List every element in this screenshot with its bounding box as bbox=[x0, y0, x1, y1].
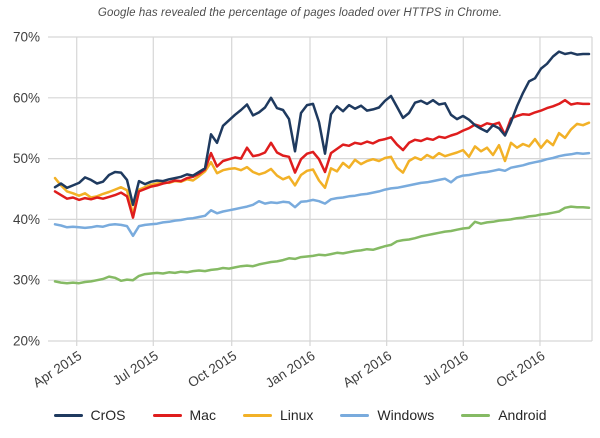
x-tick-label-1: Jul 2015 bbox=[110, 348, 161, 388]
legend-item-android: Android bbox=[461, 407, 546, 423]
legend-item-windows: Windows bbox=[340, 407, 434, 423]
legend-item-cros: CrOS bbox=[53, 407, 126, 423]
y-tick-label-70: 70% bbox=[13, 30, 40, 45]
legend-swatch-windows bbox=[340, 413, 370, 417]
y-tick-label-20: 20% bbox=[13, 334, 40, 349]
y-tick-label-40: 40% bbox=[13, 212, 40, 227]
x-tick-label-4: Apr 2016 bbox=[340, 348, 394, 390]
series-line-windows bbox=[53, 151, 591, 238]
legend-swatch-android bbox=[461, 413, 491, 417]
x-tick-label-5: Jul 2016 bbox=[420, 348, 471, 388]
series-line-mac bbox=[53, 98, 591, 219]
x-tick-label-3: Jan 2016 bbox=[263, 348, 318, 391]
chart-title: Google has revealed the percentage of pa… bbox=[97, 7, 503, 19]
legend-item-mac: Mac bbox=[152, 407, 216, 423]
x-tick-label-0: Apr 2015 bbox=[30, 348, 84, 390]
legend: CrOS Mac Linux Windows Android bbox=[0, 407, 600, 423]
legend-label-mac: Mac bbox=[189, 407, 216, 423]
x-tick-label-6: Oct 2016 bbox=[493, 348, 547, 390]
y-tick-label-30: 30% bbox=[13, 273, 40, 288]
legend-label-linux: Linux bbox=[279, 407, 314, 423]
legend-label-cros: CrOS bbox=[90, 407, 126, 423]
legend-label-windows: Windows bbox=[377, 407, 435, 423]
series-line-cros bbox=[53, 50, 591, 207]
x-tick-label-2: Oct 2015 bbox=[185, 348, 239, 390]
legend-label-android: Android bbox=[498, 407, 547, 423]
series-line-android bbox=[53, 205, 591, 285]
series-line-linux bbox=[53, 121, 591, 216]
y-tick-label-60: 60% bbox=[13, 90, 40, 105]
legend-swatch-cros bbox=[53, 413, 83, 417]
legend-item-linux: Linux bbox=[242, 407, 314, 423]
line-chart-canvas: 70% 60% 50% 40% 30% 20%Apr 2015 Jul 2015 Oct 20… bbox=[13, 30, 593, 391]
legend-swatch-linux bbox=[242, 413, 272, 417]
y-tick-label-50: 50% bbox=[13, 151, 40, 166]
legend-swatch-mac bbox=[152, 413, 182, 417]
